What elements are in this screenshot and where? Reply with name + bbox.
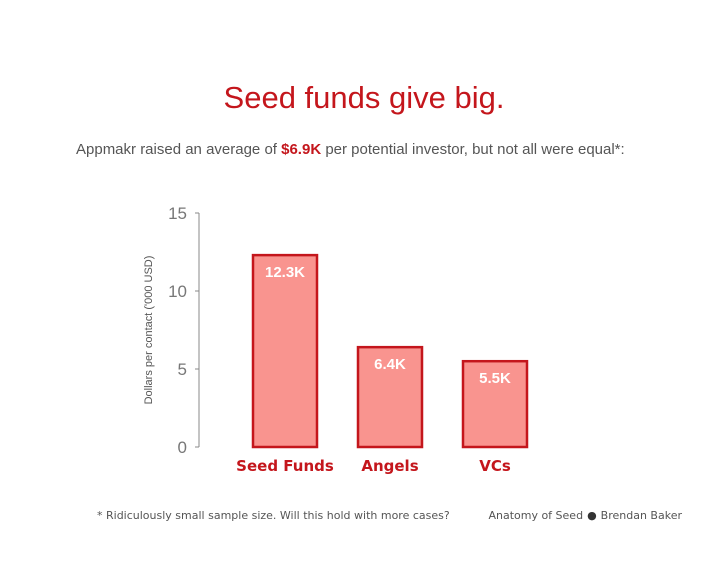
slide-title: Seed funds give big. [223, 80, 505, 115]
bar [461, 359, 529, 449]
x-category-label: Seed Funds [236, 457, 334, 475]
bars [251, 253, 529, 449]
footnote: * Ridiculously small sample size. Will t… [97, 509, 450, 522]
credit-separator-icon: ● [587, 509, 597, 522]
y-tick-label: 10 [168, 282, 187, 301]
y-axis-label: Dollars per contact ('000 USD) [143, 256, 155, 405]
bar-value-label: 12.3K [265, 264, 305, 281]
bar [356, 345, 424, 449]
x-category-label: Angels [361, 457, 418, 475]
bar [251, 253, 319, 449]
y-tick-label: 5 [178, 360, 187, 379]
x-category-label: VCs [479, 457, 511, 475]
bar-value-label: 6.4K [374, 356, 406, 373]
bar-value-label: 5.5K [479, 370, 511, 387]
subtitle-text-pre: Appmakr raised an average of [76, 141, 282, 158]
credit: Anatomy of Seed ● Brendan Baker [488, 509, 682, 522]
y-tick-label: 0 [178, 438, 187, 457]
subtitle-text-post: per potential investor, but not all were… [321, 141, 625, 158]
slide-subtitle: Appmakr raised an average of $6.9K per p… [76, 141, 716, 158]
bar-labels: 12.3K 6.4K 5.5K [265, 264, 511, 387]
subtitle-highlight: $6.9K [281, 141, 322, 158]
y-axis: 0 5 10 15 [168, 204, 200, 457]
credit-author: Brendan Baker [600, 509, 682, 522]
y-tick-label: 15 [168, 204, 187, 223]
credit-source: Anatomy of Seed [488, 509, 584, 522]
x-axis-categories: Seed Funds Angels VCs [236, 457, 511, 475]
